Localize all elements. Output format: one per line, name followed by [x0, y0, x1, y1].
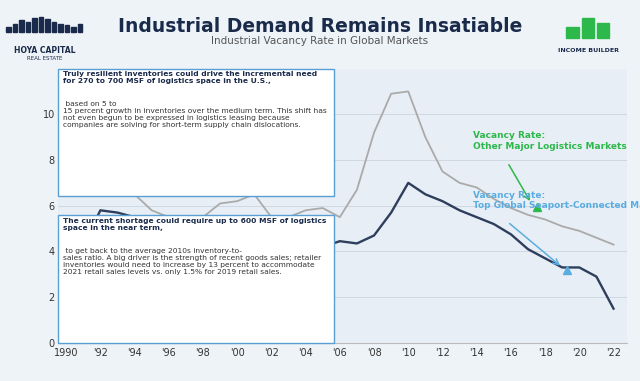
Text: REAL ESTATE: REAL ESTATE	[27, 56, 63, 61]
Bar	[72, 27, 76, 32]
Text: Industrial Demand Remains Insatiable: Industrial Demand Remains Insatiable	[118, 16, 522, 35]
Text: The current shortage could require up to 600 MSF of logistics
space in the near : The current shortage could require up to…	[63, 218, 326, 231]
Bar	[13, 24, 17, 32]
Bar	[45, 19, 50, 32]
Text: based on 5 to
15 percent growth in inventories over the medium term. This shift : based on 5 to 15 percent growth in inven…	[63, 101, 327, 128]
FancyBboxPatch shape	[58, 69, 334, 196]
Bar	[19, 20, 24, 32]
Bar	[33, 18, 37, 32]
Bar	[597, 23, 609, 38]
Text: Industrial Vacancy Rate in Global Markets: Industrial Vacancy Rate in Global Market…	[211, 36, 429, 46]
Text: HOYA CAPITAL: HOYA CAPITAL	[14, 46, 76, 55]
Bar	[58, 24, 63, 32]
Text: Vacancy Rate:
Other Major Logistics Markets: Vacancy Rate: Other Major Logistics Mark…	[473, 131, 627, 151]
Bar	[78, 24, 83, 32]
Bar	[6, 27, 11, 32]
Text: to get back to the average 2010s inventory-to-
sales ratio. A big driver is the : to get back to the average 2010s invento…	[63, 248, 321, 275]
Bar	[26, 22, 30, 32]
Text: Vacancy Rate:
Top Global Seaport-Connected Markets: Vacancy Rate: Top Global Seaport-Connect…	[473, 191, 640, 210]
Bar	[65, 26, 69, 32]
FancyBboxPatch shape	[58, 215, 334, 343]
Bar	[39, 16, 44, 32]
Text: Truly resilient inventories could drive the incremental need
for 270 to 700 MSF : Truly resilient inventories could drive …	[63, 71, 317, 84]
Bar	[582, 18, 594, 38]
Text: INCOME BUILDER: INCOME BUILDER	[558, 48, 620, 53]
Bar	[52, 22, 56, 32]
Bar	[566, 27, 579, 38]
